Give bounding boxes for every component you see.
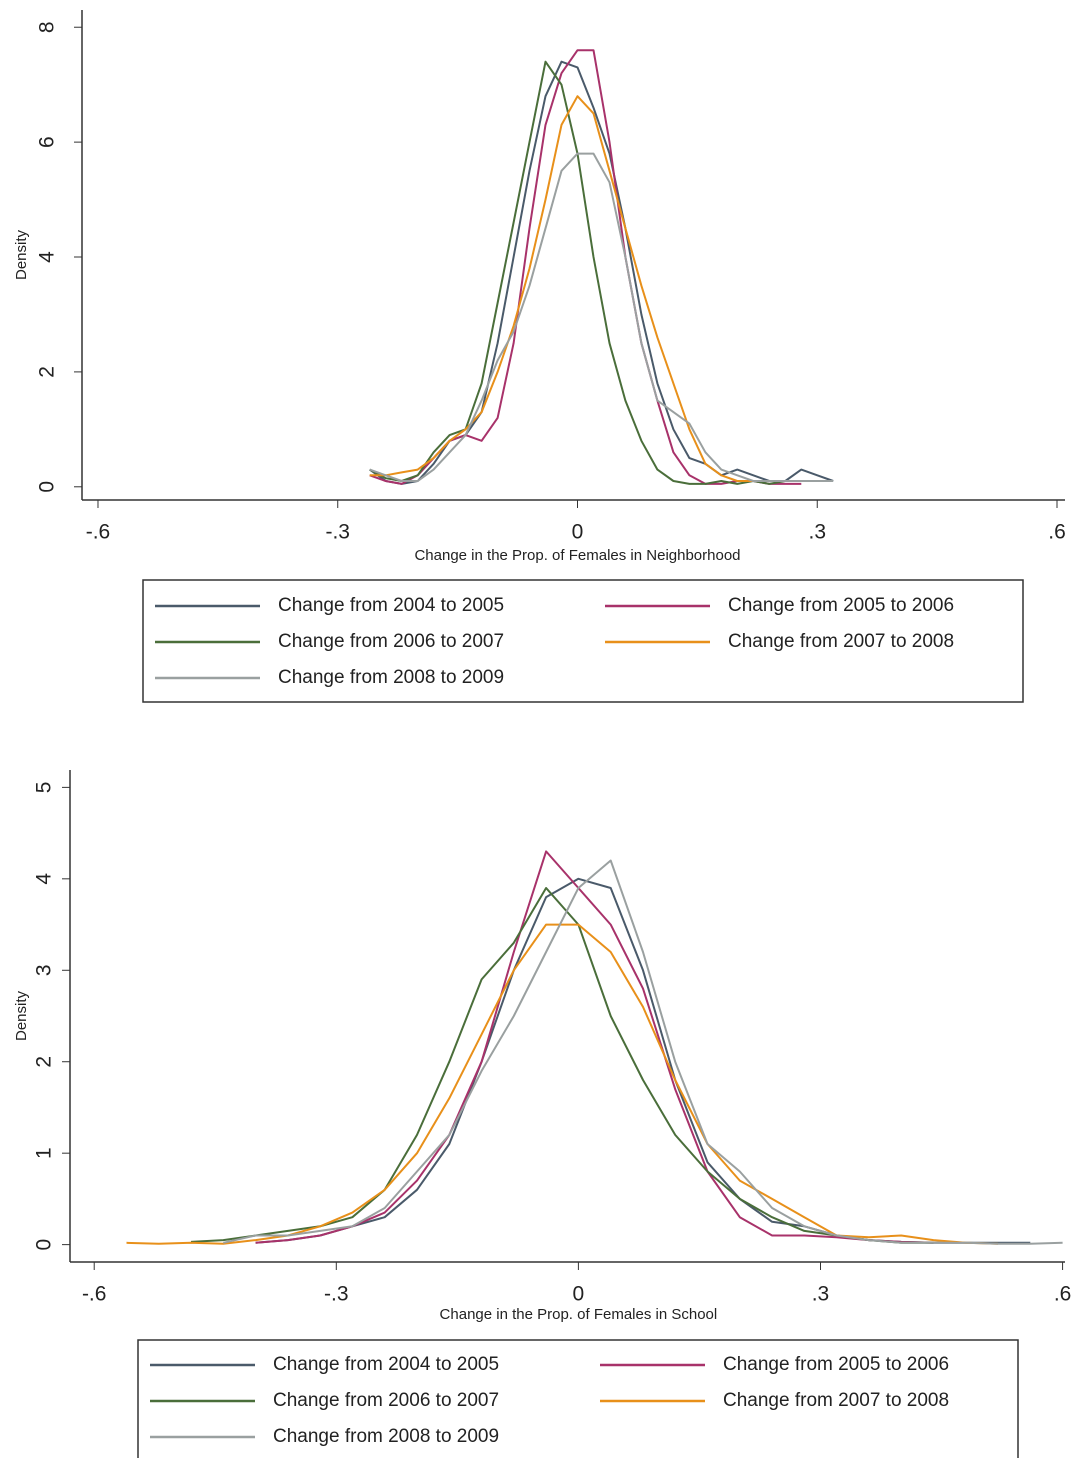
- x-tick-label: -.6: [82, 1283, 107, 1306]
- density-line: [369, 152, 834, 482]
- y-tick-label: 3: [33, 964, 56, 976]
- legend-box: [137, 1339, 1019, 1458]
- density-line: [255, 850, 934, 1244]
- legend-label: Change from 2006 to 2007: [273, 1390, 499, 1411]
- density-line: [369, 95, 802, 482]
- x-tick-label: 0: [573, 1283, 585, 1306]
- density-line: [190, 887, 934, 1244]
- x-tick-label: .3: [812, 1283, 830, 1306]
- y-axis-title: Density: [13, 990, 30, 1041]
- y-tick-label: 6: [36, 136, 59, 148]
- y-tick-label: 8: [36, 21, 59, 33]
- y-tick-label: 0: [33, 1239, 56, 1251]
- legend-label: Change from 2008 to 2009: [273, 1426, 499, 1447]
- y-tick-label: 0: [36, 481, 59, 493]
- density-line: [126, 923, 999, 1245]
- legend-label: Change from 2004 to 2005: [278, 595, 504, 616]
- legend-label: Change from 2008 to 2009: [278, 667, 504, 688]
- x-tick-label: -.3: [325, 521, 350, 544]
- density-line: [223, 859, 1063, 1245]
- y-tick-label: 2: [33, 1056, 56, 1068]
- x-tick-label: -.3: [324, 1283, 349, 1306]
- legend-label: Change from 2004 to 2005: [273, 1354, 499, 1375]
- density-line: [255, 877, 1031, 1244]
- y-tick-label: 5: [33, 782, 56, 794]
- x-tick-label: .3: [808, 521, 826, 544]
- legend-label: Change from 2005 to 2006: [723, 1354, 949, 1375]
- y-tick-label: 4: [36, 251, 59, 263]
- x-tick-label: 0: [572, 521, 584, 544]
- y-tick-label: 2: [36, 366, 59, 378]
- x-axis-title: Change in the Prop. of Females in Neighb…: [414, 547, 740, 564]
- legend-label: Change from 2007 to 2008: [728, 631, 954, 652]
- x-tick-label: -.6: [86, 521, 111, 544]
- density-line: [369, 49, 802, 485]
- density-line: [369, 60, 834, 485]
- x-tick-label: .6: [1054, 1283, 1072, 1306]
- y-tick-label: 4: [33, 873, 56, 885]
- legend-label: Change from 2006 to 2007: [278, 631, 504, 652]
- legend-box: [142, 579, 1024, 703]
- density-line: [369, 60, 802, 485]
- legend-label: Change from 2007 to 2008: [723, 1390, 949, 1411]
- x-tick-label: .6: [1048, 521, 1066, 544]
- x-axis-title: Change in the Prop. of Females in School: [440, 1306, 718, 1323]
- y-axis-title: Density: [13, 229, 30, 280]
- legend-label: Change from 2005 to 2006: [728, 595, 954, 616]
- y-tick-label: 1: [33, 1147, 56, 1159]
